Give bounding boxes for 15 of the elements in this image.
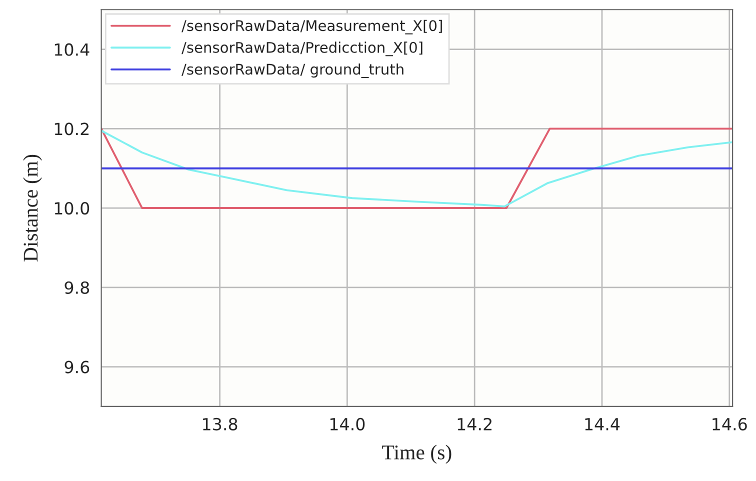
x-tick-label: 14.0 xyxy=(330,418,365,430)
legend-label: /sensorRawData/Measurement_X[0] xyxy=(182,20,442,34)
y-tick-label: 10.4 xyxy=(54,43,90,56)
x-tick-label: 13.8 xyxy=(203,418,238,430)
x-tick-label: 14.6 xyxy=(712,418,747,430)
y-tick-label: 10.0 xyxy=(54,202,90,215)
y-tick-label: 10.2 xyxy=(54,122,89,136)
x-tick-label: 14.2 xyxy=(458,418,492,430)
legend-label: /sensorRawData/Predicction_X[0] xyxy=(182,42,422,56)
y-tick-label: 9.8 xyxy=(64,281,90,294)
y-tick-label: 9.6 xyxy=(64,360,90,374)
x-tick-label: 14.4 xyxy=(585,418,620,430)
legend-label: /sensorRawData/ ground_truth xyxy=(182,63,404,78)
x-axis-title: Time (s) xyxy=(382,444,452,464)
y-axis-title: Distance (m) xyxy=(23,154,42,262)
